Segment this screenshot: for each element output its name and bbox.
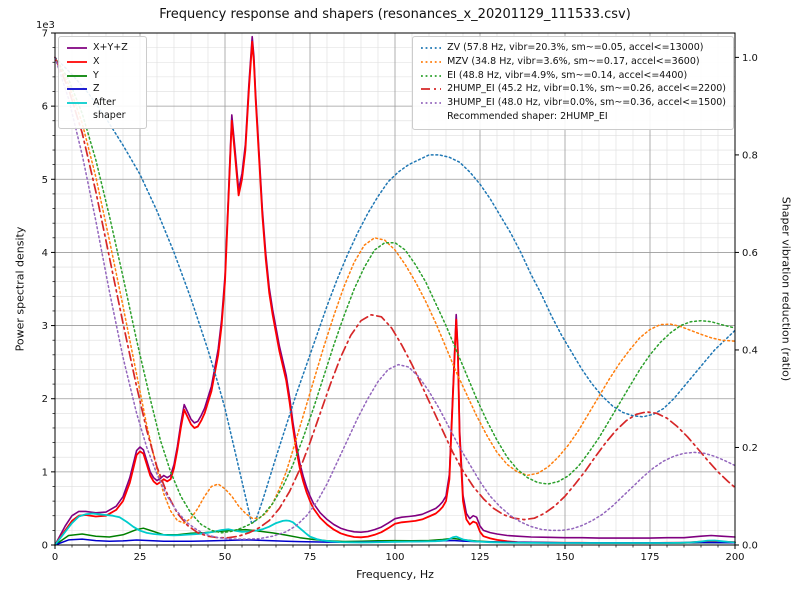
shaper-line-hump2: [54, 56, 736, 539]
svg-text:0.4: 0.4: [742, 345, 758, 356]
svg-text:0: 0: [52, 552, 58, 563]
svg-text:1.0: 1.0: [742, 53, 758, 64]
legend-label-recommended-shaper: Recommended shaper: 2HUMP_EI: [447, 111, 608, 123]
legend-shapers: ZV (57.8 Hz, vibr=20.3%, sm~=0.05, accel…: [412, 36, 734, 130]
legend-item-x: X: [66, 56, 139, 69]
axis-offset-text: 1e3: [36, 20, 55, 31]
svg-text:0.8: 0.8: [742, 150, 758, 161]
legend-item-zv: ZV (57.8 Hz, vibr=20.3%, sm~=0.05, accel…: [420, 42, 726, 55]
svg-text:3: 3: [42, 321, 48, 332]
svg-text:0: 0: [42, 541, 48, 552]
svg-text:5: 5: [42, 175, 48, 186]
shaper-line-hump3: [54, 56, 736, 540]
svg-text:0.6: 0.6: [742, 248, 758, 259]
legend-item-xyz: X+Y+Z: [66, 42, 139, 55]
legend-line-zv: [421, 47, 442, 49]
svg-text:150: 150: [555, 552, 574, 563]
legend-label-hump2: 2HUMP_EI (45.2 Hz, vibr=0.1%, sm~=0.26, …: [447, 83, 726, 95]
legend-psd: X+Y+Z X Y Z After shaper: [58, 36, 147, 129]
y-axis-label-right: Shaper vibration reduction (ratio): [779, 196, 793, 382]
legend-label-z: Z: [93, 83, 100, 95]
svg-text:125: 125: [470, 552, 489, 563]
legend-label-after: After shaper: [93, 97, 126, 122]
svg-text:50: 50: [219, 552, 232, 563]
legend-item-z: Z: [66, 83, 139, 96]
svg-text:1: 1: [42, 467, 48, 478]
legend-label-mzv: MZV (34.8 Hz, vibr=3.6%, sm~=0.17, accel…: [447, 55, 700, 67]
legend-label-hump3: 3HUMP_EI (48.0 Hz, vibr=0.0%, sm~=0.36, …: [447, 97, 726, 109]
legend-line-mzv: [421, 60, 442, 63]
svg-text:200: 200: [725, 552, 744, 563]
y-axis-label-left: Power spectral density: [13, 226, 27, 352]
svg-text:0.2: 0.2: [742, 443, 758, 454]
legend-line-ei: [421, 74, 442, 77]
legend-line-recommended-shaper: [420, 113, 442, 121]
legend-label-y: Y: [93, 69, 99, 81]
psd-line-x: [54, 40, 736, 546]
legend-line-hump2: [421, 88, 442, 91]
legend-line-z: [67, 88, 87, 91]
svg-text:25: 25: [134, 552, 147, 563]
chart-title: Frequency response and shapers (resonanc…: [159, 7, 631, 22]
legend-label-x: X: [93, 55, 100, 67]
legend-line-y: [67, 74, 87, 77]
tick-marks: [51, 32, 739, 549]
psd-line-after: [54, 512, 736, 546]
legend-item-hump2: 2HUMP_EI (45.2 Hz, vibr=0.1%, sm~=0.26, …: [420, 83, 726, 96]
svg-text:2: 2: [42, 394, 48, 405]
legend-line-xyz: [67, 47, 87, 49]
legend-item-hump3: 3HUMP_EI (48.0 Hz, vibr=0.0%, sm~=0.36, …: [420, 97, 726, 110]
svg-text:4: 4: [42, 248, 48, 259]
tick-labels: 0 25 50 75 100 125 150 175 200 0 1 2 3 4 5 6 7 0.0 0.2 0.4 0…: [42, 29, 758, 564]
legend-line-hump3: [421, 102, 442, 105]
svg-text:75: 75: [304, 552, 317, 563]
legend-line-x: [67, 60, 87, 63]
x-axis-label: Frequency, Hz: [356, 568, 434, 581]
legend-label-xyz: X+Y+Z: [93, 42, 128, 53]
legend-item-recommended-shaper: Recommended shaper: 2HUMP_EI: [420, 111, 726, 124]
svg-text:6: 6: [42, 102, 48, 113]
legend-item-after: After shaper: [66, 97, 139, 123]
legend-item-y: Y: [66, 70, 139, 83]
legend-item-ei: EI (48.8 Hz, vibr=4.9%, sm~=0.14, accel<…: [420, 70, 726, 83]
legend-label-zv: ZV (57.8 Hz, vibr=20.3%, sm~=0.05, accel…: [447, 42, 704, 53]
svg-text:7: 7: [42, 29, 48, 40]
shaper-line-ei: [54, 56, 736, 534]
svg-text:0.0: 0.0: [742, 541, 758, 552]
svg-text:175: 175: [640, 552, 659, 563]
shaper-line-mzv: [54, 56, 736, 524]
svg-text:100: 100: [385, 552, 404, 563]
legend-label-ei: EI (48.8 Hz, vibr=4.9%, sm~=0.14, accel<…: [447, 69, 688, 81]
legend-line-after: [67, 102, 87, 105]
legend-item-mzv: MZV (34.8 Hz, vibr=3.6%, sm~=0.17, accel…: [420, 56, 726, 69]
shaper-line-zv: [54, 56, 736, 524]
